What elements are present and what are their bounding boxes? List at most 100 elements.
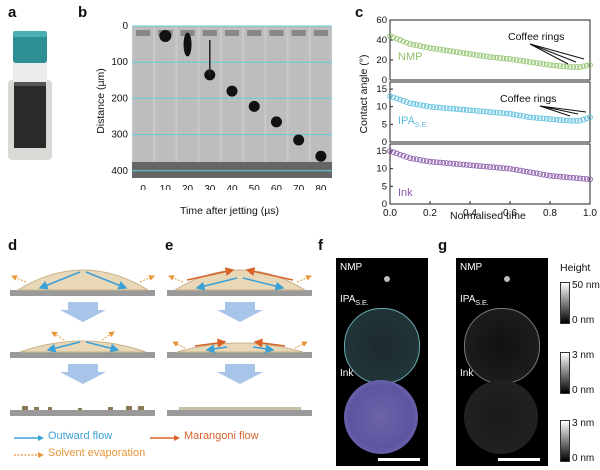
panel-b-xtick-6: 60	[271, 184, 283, 190]
panel-c-annotation-mid-arrow-0	[539, 105, 571, 117]
panel-c-point-ipa-24	[467, 107, 473, 114]
panel-c-annotation-top-arrow-2	[529, 43, 585, 60]
panel-c-point-ipa-6	[407, 100, 413, 107]
panel-c-point-ink-24	[467, 162, 473, 169]
panel-c-point-nmp-33	[497, 55, 503, 61]
panel-c-point-ipa-45	[537, 115, 543, 122]
colorbar-2-top: 3 nm	[572, 350, 595, 361]
panel-c-ytick-ink-2: 10	[376, 164, 387, 175]
panel-c-point-ipa-1	[390, 94, 397, 101]
panel-c-point-ink-40	[520, 168, 527, 174]
panel-c-point-nmp-13	[430, 45, 437, 52]
panel-c-point-ink-35	[503, 165, 510, 172]
panel-c-point-ipa-48	[547, 116, 553, 122]
panel-b-label: b	[78, 4, 88, 21]
legend-marangoni-label: Marangoni flow	[184, 430, 259, 442]
panel-b-xtick-5: 50	[249, 184, 261, 190]
panel-c-series-ipa: IPAS.E.	[398, 115, 428, 129]
panel-c-point-ipa-44	[533, 115, 540, 121]
panel-b-drop-3	[204, 69, 216, 81]
panel-c-point-ipa-50	[553, 116, 560, 123]
panel-c-point-nmp-31	[490, 54, 497, 61]
panel-c-point-ink-27	[477, 163, 483, 169]
panel-c-point-ink-59	[583, 176, 590, 182]
panel-c-point-nmp-19	[450, 48, 457, 55]
panel-g-nmp-spot	[504, 276, 510, 282]
panel-c-point-ipa-60	[587, 114, 593, 121]
panel-c-xtick-1: 0.2	[423, 208, 437, 219]
panel-c-point-nmp-2	[393, 35, 400, 42]
panel-c-xtick-5: 1.0	[583, 208, 597, 219]
panel-f-scalebar	[378, 458, 420, 461]
panel-c-point-nmp-44	[533, 60, 540, 66]
panel-c-point-ink-39	[517, 167, 523, 174]
panel-b-nozzle-0	[136, 30, 151, 36]
panel-c-point-nmp-3	[397, 37, 403, 43]
panel-b-drop-5	[248, 100, 260, 112]
panel-c-point-nmp-22	[460, 50, 467, 56]
panel-b-frame-col-6	[266, 26, 287, 178]
panel-b-ytick-3: 300	[111, 130, 128, 141]
panel-c-axes-ipa	[389, 81, 591, 143]
panel-c-point-nmp-60	[587, 62, 593, 68]
panel-c-ytick-ipa-2: 10	[376, 102, 387, 113]
panel-c-ytick-nmp-1: 20	[376, 55, 387, 66]
panel-c-point-nmp-34	[500, 55, 507, 62]
panel-c-point-ink-58	[580, 175, 587, 182]
panel-c-point-ink-23	[463, 162, 470, 168]
panel-b-drop-6	[270, 116, 282, 128]
panel-c-point-ipa-9	[417, 102, 423, 108]
panel-c-point-ink-30	[487, 164, 493, 170]
panel-c-point-nmp-25	[470, 51, 477, 58]
panel-c-point-ink-46	[540, 171, 547, 178]
panel-c-point-ink-43	[530, 169, 537, 176]
panel-c-point-nmp-9	[417, 43, 423, 49]
panel-g-label: g	[438, 237, 448, 254]
panel-b-frame-col-2	[177, 26, 198, 178]
panel-c-point-ink-36	[507, 165, 513, 172]
panel-c-ytick-ipa-0: 0	[382, 137, 387, 148]
legend-outward-label: Outward flow	[48, 430, 113, 442]
panel-c-point-nmp-1	[390, 34, 397, 41]
panel-c-point-nmp-49	[550, 62, 557, 69]
panel-c-point-nmp-46	[540, 61, 547, 67]
legend-marangoni-arrow	[150, 435, 180, 441]
panel-c-point-ipa-39	[517, 112, 523, 119]
panel-c-point-ipa-57	[577, 117, 583, 124]
panel-b-nozzle-7	[291, 30, 306, 36]
panel-b-xtick-0: 0	[140, 184, 146, 190]
panel-c-point-ipa-12	[427, 103, 433, 110]
panel-c-ytick-ink-1: 5	[382, 181, 387, 192]
panel-g-nmp-label: NMP	[460, 262, 483, 273]
panel-c-annotation-top-arrow-0	[529, 43, 569, 65]
panel-b-nozzle-5	[247, 30, 262, 36]
panel-c-point-ink-17	[443, 160, 450, 166]
panel-c-point-ink-25	[470, 162, 477, 169]
panel-c-point-ink-52	[560, 174, 567, 180]
panel-c-point-ink-21	[457, 161, 463, 168]
panel-c-point-nmp-11	[423, 44, 430, 51]
panel-b-ytick-0: 0	[122, 21, 128, 32]
panel-c-point-ink-49	[550, 173, 557, 179]
panel-c-point-ink-37	[510, 166, 517, 173]
panel-c-point-ipa-3	[397, 96, 403, 103]
panel-c-point-ipa-58	[580, 116, 587, 123]
panel-c-point-ink-41	[523, 168, 530, 175]
panel-c-point-nmp-57	[577, 64, 583, 70]
panel-c-point-ink-32	[493, 164, 500, 171]
panel-c-point-ink-38	[513, 167, 520, 173]
panel-g-ink-label: Ink	[460, 368, 474, 379]
panel-c-point-ipa-52	[560, 117, 567, 124]
panel-c-point-ink-8	[413, 156, 420, 163]
panel-c-point-ipa-43	[530, 114, 537, 121]
panel-b-xtick-4: 40	[226, 184, 238, 190]
panel-c-point-ink-51	[557, 173, 563, 180]
panel-c-point-nmp-36	[507, 56, 513, 62]
panel-c-point-ink-20	[453, 161, 460, 167]
panel-c-point-nmp-24	[467, 51, 473, 57]
panel-c-point-ink-18	[447, 160, 453, 167]
panel-c-point-ipa-11	[423, 103, 430, 109]
panel-c-point-ink-19	[450, 160, 457, 167]
panel-c-point-ink-16	[440, 159, 447, 166]
panel-b-drop-1	[159, 30, 172, 42]
